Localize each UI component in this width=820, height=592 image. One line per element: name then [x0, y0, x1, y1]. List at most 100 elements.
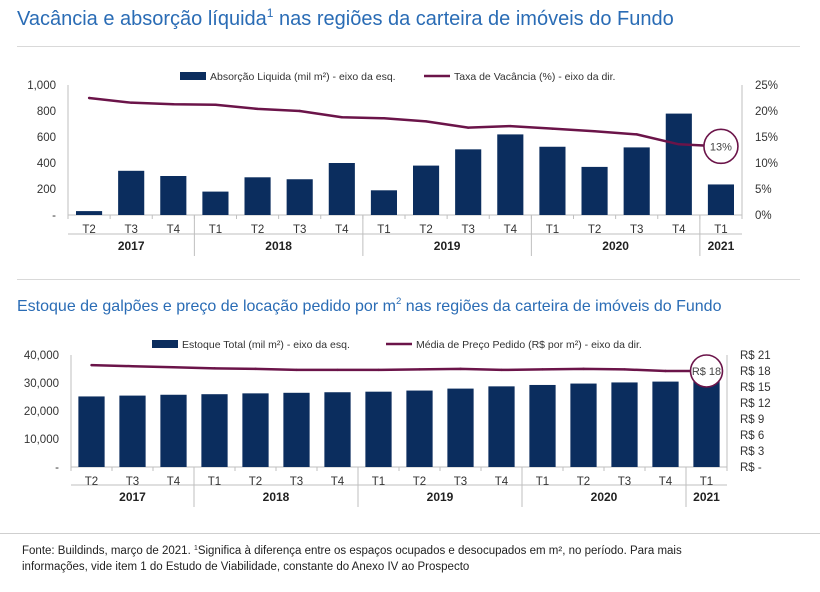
legend-line-label: Taxa de Vacância (%) - eixo da dir. [454, 71, 615, 83]
footnote-line-1: Fonte: Buildinds, março de 2021. 1Signif… [22, 543, 802, 559]
legend-bar-label: Estoque Total (mil m²) - eixo da esq. [182, 339, 350, 351]
year-label: 2019 [434, 239, 461, 253]
line-point-2 [172, 366, 175, 369]
line-point-14 [664, 369, 667, 373]
footnote-mark: 1 [193, 545, 198, 552]
line-point-0 [90, 363, 93, 367]
y-right-tick-label: R$ 15 [740, 382, 771, 394]
x-tick-label: T3 [454, 476, 467, 488]
y-left-tick-label: 200 [37, 184, 56, 196]
line-point-8 [418, 368, 421, 371]
year-label: 2017 [119, 490, 146, 504]
x-tick-label: T3 [618, 476, 631, 488]
x-tick-label: T1 [208, 476, 221, 488]
y-left-tick-label: 1,000 [27, 80, 56, 92]
line-point-6 [336, 368, 339, 372]
y-right-tick-label: R$ 3 [740, 446, 764, 458]
year-label: 2021 [708, 239, 735, 253]
line-point-7 [382, 117, 386, 120]
x-tick-label: T2 [588, 224, 601, 236]
line-point-1 [131, 365, 134, 368]
bar-t3-9 [447, 388, 474, 467]
bar-t1-15 [707, 184, 734, 215]
x-tick-label: T4 [504, 224, 518, 236]
bar-t2-12 [570, 383, 597, 467]
footnote: Fonte: Buildinds, março de 2021. 1Signif… [22, 543, 802, 575]
x-tick-label: T2 [419, 224, 432, 236]
legend-bar-label: Absorção Liquida (mil m²) - eixo da esq. [210, 71, 396, 83]
line-point-13 [623, 368, 626, 371]
bar-t3-1 [119, 395, 146, 467]
x-tick-label: T3 [124, 224, 137, 236]
bar-t1-3 [201, 394, 228, 467]
bar-t2-0 [78, 396, 105, 467]
year-label: 2017 [118, 239, 145, 253]
bar-t4-10 [497, 134, 524, 215]
stock-price-chart: - 10,000 20,000 30,000 40,000 R$ - R$ 3 R$ 6 R$ … [24, 339, 771, 507]
x-tick-label: T4 [672, 224, 686, 236]
y-right-tick-label: R$ 6 [740, 430, 764, 442]
year-label: 2018 [263, 490, 290, 504]
bar-t3-1 [118, 170, 145, 215]
annotation-label: R$ 18 [692, 366, 721, 378]
x-tick-label: T4 [167, 476, 181, 488]
vacancy-absorption-chart: - 200 400 600 800 1,000 0% 5% 10% 15% 20% 25% T2 T3 T4… [27, 71, 778, 256]
line-point-12 [582, 367, 585, 371]
y-left-tick-label: 20,000 [24, 406, 59, 418]
bar-t3-5 [283, 392, 310, 467]
y-right-tick-label: 0% [755, 210, 772, 222]
line-point-1 [129, 101, 133, 104]
line-point-12 [593, 130, 596, 133]
line-series [91, 363, 707, 373]
title-rule [17, 46, 800, 47]
chart-title-vacancy: Vacância e absorção líquida1 nas regiões… [17, 6, 674, 31]
y-left-tick-label: - [52, 210, 56, 222]
x-tick-label: T1 [714, 224, 727, 236]
line-point-10 [509, 124, 512, 128]
line-point-10 [500, 368, 503, 372]
legend-line-label: Média de Preço Pedido (R$ por m²) - eixo… [416, 339, 642, 351]
year-label: 2020 [602, 239, 629, 253]
bar-t3-13 [623, 147, 650, 215]
line-point-13 [635, 133, 638, 136]
y-right-tick-label: 15% [755, 132, 778, 144]
bar-t1-7 [370, 190, 397, 215]
line-point-9 [466, 126, 470, 129]
year-label: 2018 [265, 239, 292, 253]
y-left-tick-label: 40,000 [24, 350, 59, 362]
y-left-tick-label: - [55, 462, 59, 474]
line-point-2 [172, 103, 175, 106]
x-tick-label: T1 [546, 224, 559, 236]
footnote-text: Significa à diferença entre os espaços o… [197, 545, 682, 557]
bar-t4-6 [324, 392, 351, 467]
line-point-7 [377, 368, 380, 372]
year-label: 2021 [693, 490, 720, 504]
line-point-5 [298, 109, 301, 113]
bar-t1-11 [539, 146, 566, 215]
x-tick-label: T2 [82, 224, 95, 236]
y-right-tick-label: R$ 21 [740, 350, 771, 362]
title-superscript: 2 [395, 296, 402, 307]
chart-title-stock: Estoque de galpões e preço de locação pe… [17, 296, 721, 316]
x-tick-label: T4 [495, 476, 509, 488]
bar-t3-13 [611, 382, 638, 467]
line-point-11 [541, 368, 544, 371]
line-point-11 [551, 127, 554, 130]
bar-t2-8 [406, 390, 433, 467]
annotation-circle [703, 128, 739, 165]
y-right-tick-label: R$ 18 [740, 366, 771, 378]
y-right-tick-label: R$ - [740, 462, 762, 474]
x-tick-label: T1 [700, 476, 713, 488]
line-point-3 [214, 103, 217, 106]
bar-t2-0 [76, 211, 103, 215]
y-right-tick-label: R$ 9 [740, 414, 764, 426]
y-left-tick-label: 600 [37, 132, 56, 144]
x-tick-label: T4 [331, 476, 345, 488]
line-point-14 [677, 143, 681, 146]
annotation-circle [689, 354, 724, 388]
year-label: 2020 [591, 490, 618, 504]
x-tick-label: T4 [167, 224, 181, 236]
bar-t2-8 [413, 165, 440, 215]
x-tick-label: T1 [377, 224, 390, 236]
bar-t1-15 [693, 378, 720, 467]
